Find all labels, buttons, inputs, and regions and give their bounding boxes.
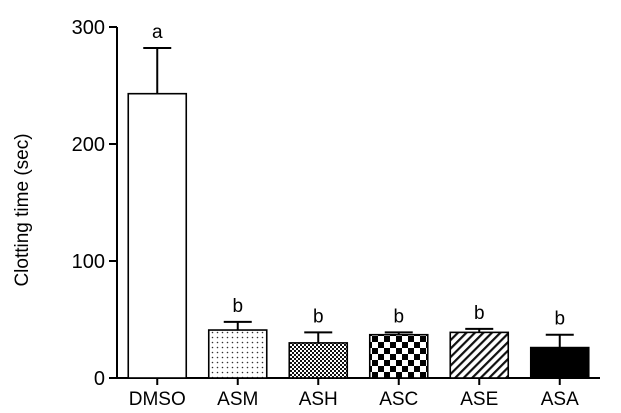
x-tick-label-dmso: DMSO xyxy=(129,389,186,410)
y-tick-label: 200 xyxy=(72,134,105,156)
bar-dmso xyxy=(127,92,188,379)
significance-label-asa: b xyxy=(554,309,565,330)
y-tick-label: 100 xyxy=(72,251,105,273)
significance-label-ase: b xyxy=(474,303,485,324)
significance-label-dmso: a xyxy=(152,22,163,43)
significance-label-asm: b xyxy=(232,296,243,317)
y-axis-ticks: 0 100 200 300 xyxy=(72,17,117,390)
x-tick-label-ash: ASH xyxy=(299,389,338,410)
x-tick-label-asc: ASC xyxy=(379,389,418,410)
bar-asc xyxy=(368,333,429,379)
y-tick-label: 0 xyxy=(94,368,105,390)
y-tick-label: 300 xyxy=(72,17,105,39)
x-tick-label-asa: ASA xyxy=(541,389,579,410)
significance-label-ash: b xyxy=(313,306,324,327)
bar-ase xyxy=(449,331,510,379)
y-axis-title: Clotting time (sec) xyxy=(12,133,33,286)
significance-label-asc: b xyxy=(393,306,404,327)
x-axis-labels: DMSO ASM ASH ASC ASE ASA xyxy=(129,378,579,410)
x-tick-label-asm: ASM xyxy=(217,389,258,410)
bars: a b b b b b xyxy=(127,22,590,379)
bar-ash xyxy=(288,342,349,379)
bar-asa xyxy=(529,346,590,379)
x-tick-label-ase: ASE xyxy=(460,389,498,410)
bar-asm xyxy=(207,329,268,379)
